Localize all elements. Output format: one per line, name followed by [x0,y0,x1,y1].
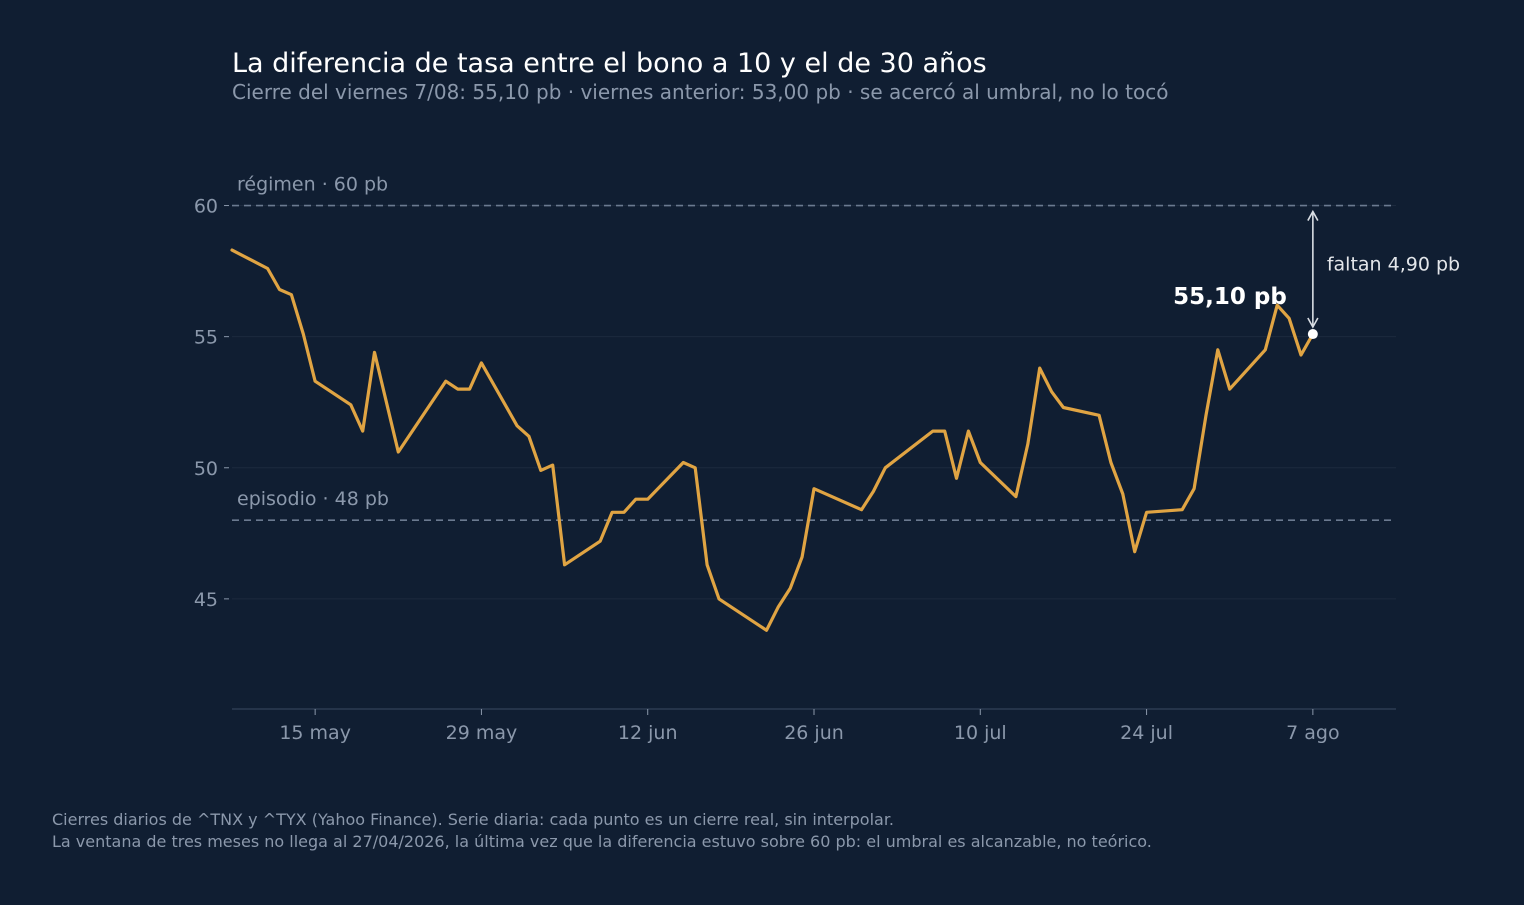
last-point-label: 55,10 pb [1173,284,1287,310]
y-tick-label: 50 [194,458,218,480]
series-line [230,248,1315,632]
x-tick-label: 7 ago [1286,722,1339,744]
y-tick-label: 45 [194,589,218,611]
chart-subtitle: Cierre del viernes 7/08: 55,10 pb · vier… [232,80,1169,104]
x-tick-label: 12 jun [618,722,678,744]
x-tick-label: 26 jun [784,722,844,744]
x-tick-label: 15 may [279,722,351,744]
chart-title: La diferencia de tasa entre el bono a 10… [232,48,987,79]
last-point-marker [1307,329,1318,340]
reference-line-label: régimen · 60 pb [237,174,388,196]
x-tick-label: 10 jul [954,722,1007,744]
x-tick-label: 29 may [446,722,518,744]
reference-line-label: episodio · 48 pb [237,488,389,510]
gap-arrow-head-bottom [1307,317,1319,329]
gap-arrow-head-top [1307,209,1319,221]
gap-label: faltan 4,90 pb [1327,253,1460,275]
y-tick-label: 60 [194,196,218,218]
context-note: La ventana de tres meses no llega al 27/… [52,832,1152,851]
y-tick-label: 55 [194,327,218,349]
x-tick-label: 24 jul [1120,722,1173,744]
source-note: Cierres diarios de ^TNX y ^TYX (Yahoo Fi… [52,810,895,829]
